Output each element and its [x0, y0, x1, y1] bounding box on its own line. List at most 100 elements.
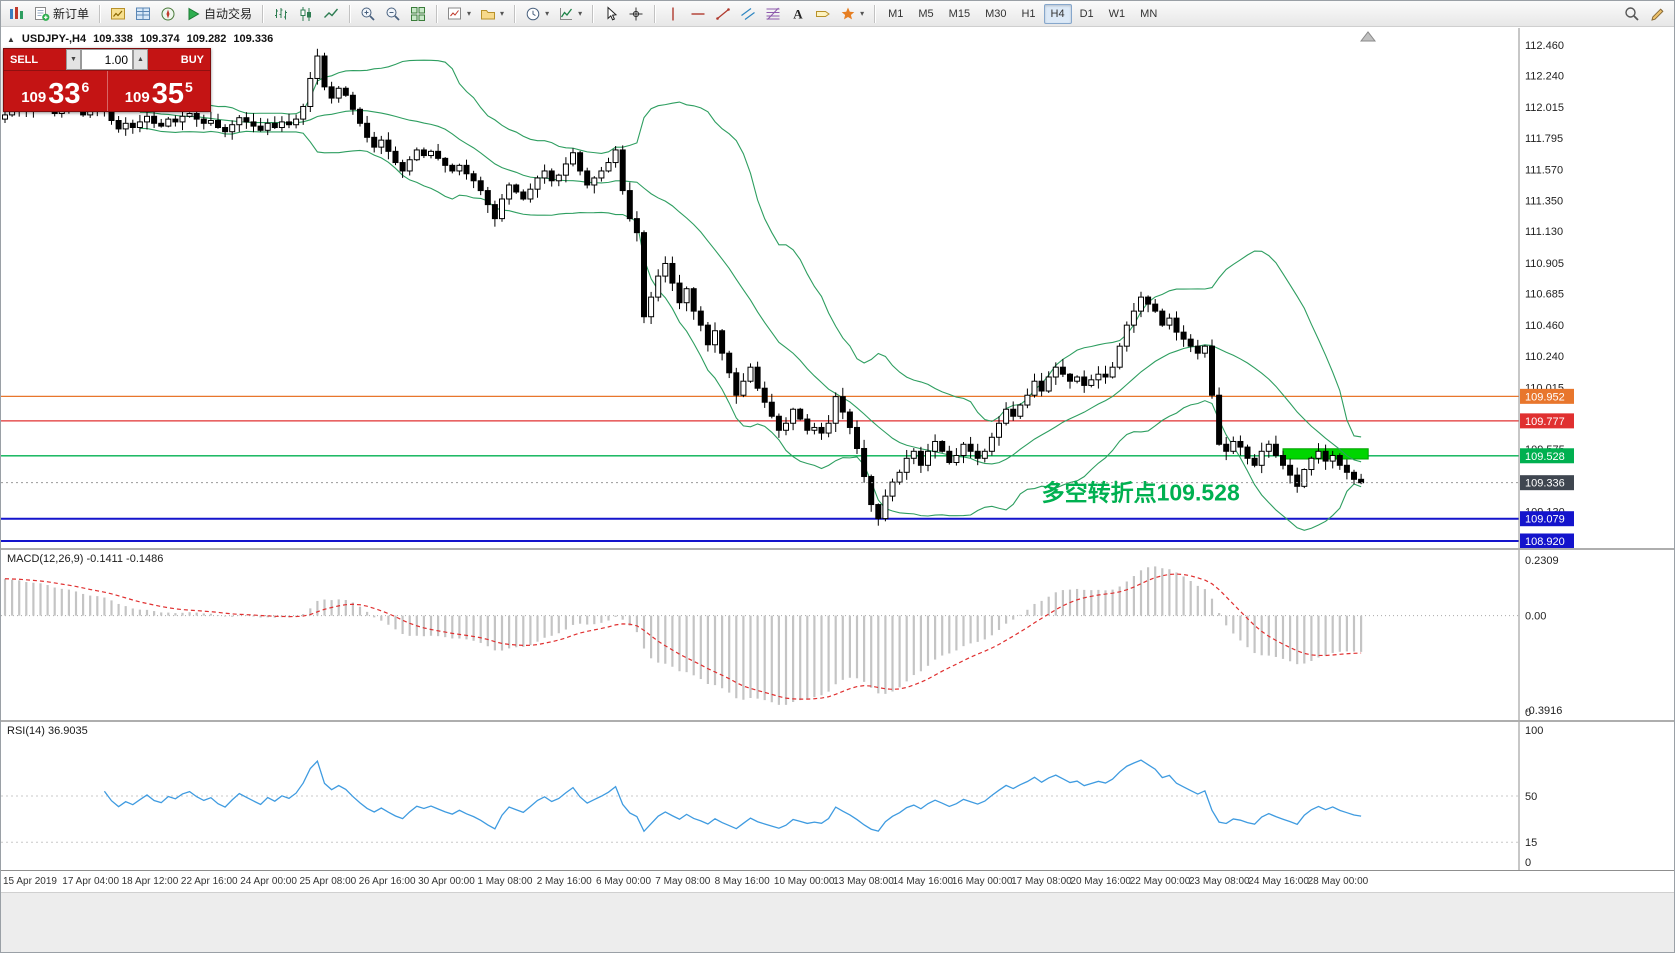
rsi-panel[interactable]: 100 50 15 0 RSI(14) 36.9035 — [1, 722, 1675, 870]
volume-decrease-button[interactable]: ▼ — [66, 49, 81, 70]
zoom-in-glyph — [361, 7, 375, 21]
chart-area: 112.460 112.240 112.015 111.795 111.570 111.3… — [1, 28, 1674, 952]
time-label: 17 May 08:00 — [1011, 876, 1072, 887]
text-button[interactable]: A — [786, 3, 810, 25]
period-button[interactable]: ▾ — [521, 3, 553, 25]
svg-text:108.920: 108.920 — [1525, 536, 1565, 548]
main-chart-panel[interactable]: 112.460 112.240 112.015 111.795 111.570 111.3… — [1, 28, 1675, 548]
magnifier-glyph — [1625, 6, 1639, 21]
price-label-109.777: 109.777 — [1520, 413, 1574, 429]
new-chart-button-dropdown-caret[interactable]: ▾ — [467, 9, 472, 18]
navigator-button[interactable] — [156, 3, 180, 25]
text-label-button[interactable] — [811, 3, 835, 25]
crosshair-glyph — [629, 7, 643, 20]
toolbar: 新订单 自动交易 ▾ ▾ ▾ ▾ A ▾ M1 M5 M15 M30 H1 H4 D1 W1 MN — [1, 1, 1674, 27]
cursor-button[interactable] — [599, 3, 623, 25]
time-label: 15 Apr 2019 — [3, 876, 57, 887]
timeframe-D1[interactable]: D1 — [1079, 7, 1094, 20]
timeframe-H1[interactable]: H1 — [1021, 7, 1036, 20]
svg-text:A: A — [793, 6, 803, 21]
market-watch-glyph — [111, 7, 126, 19]
app-icon[interactable] — [5, 3, 29, 25]
new-chart-button[interactable]: ▾ — [443, 3, 475, 25]
time-label: 22 Apr 16:00 — [180, 876, 238, 887]
channel-button[interactable] — [736, 3, 760, 25]
market-watch-button[interactable] — [106, 3, 130, 25]
svg-text:111.570: 111.570 — [1525, 165, 1563, 177]
timeframe-H4[interactable]: H4 — [1043, 3, 1072, 24]
candlestick-chart-button[interactable] — [294, 3, 318, 25]
new-chart-glyph — [448, 7, 462, 19]
timeframe-M1[interactable]: M1 — [888, 7, 904, 20]
bar-chart-button[interactable] — [269, 3, 293, 25]
svg-text:109.528: 109.528 — [1525, 451, 1565, 463]
time-label: 10 May 00:00 — [773, 876, 835, 887]
rsi-canvas[interactable]: 100 50 15 0 — [1, 722, 1675, 870]
volume-input[interactable] — [81, 49, 133, 70]
svg-text:50: 50 — [1525, 791, 1537, 803]
search-icon[interactable] — [1620, 3, 1644, 25]
sell-price[interactable]: 109 33 6 — [21, 77, 90, 110]
trendline-button[interactable] — [711, 3, 735, 25]
time-label: 25 Apr 08:00 — [299, 876, 357, 887]
vertical-line-button[interactable] — [661, 3, 685, 25]
volume-increase-button[interactable]: ▲ — [133, 49, 148, 70]
time-label: 6 May 00:00 — [596, 876, 652, 887]
timeframe-M5[interactable]: M5 — [918, 7, 934, 20]
toolbar-right — [1620, 3, 1670, 25]
indicators-glyph — [560, 7, 573, 20]
svg-text:111.350: 111.350 — [1525, 195, 1563, 207]
main-chart-canvas[interactable]: 112.460 112.240 112.015 111.795 111.570 111.3… — [1, 28, 1675, 548]
quick-edit-icon[interactable] — [1646, 3, 1670, 25]
profiles-button[interactable]: ▾ — [476, 3, 508, 25]
time-label: 7 May 08:00 — [655, 876, 711, 887]
shapes-button[interactable]: ▾ — [836, 3, 868, 25]
collapse-icon[interactable]: ▲ — [7, 34, 15, 44]
period-button-dropdown-caret[interactable]: ▾ — [545, 9, 550, 18]
buy-price[interactable]: 109 35 5 — [124, 77, 193, 110]
rsi-scale[interactable]: 100 50 15 0 — [1525, 725, 1543, 869]
svg-text:109.336: 109.336 — [1525, 478, 1565, 490]
tile-glyph — [411, 6, 426, 21]
trendline-glyph — [716, 7, 730, 20]
macd-panel[interactable]: 0.2309 0.00 -0.3916 0 MACD(12,26,9) -0.1411… — [1, 550, 1675, 720]
line-chart-button[interactable] — [319, 3, 343, 25]
fibonacci-button[interactable] — [761, 3, 785, 25]
autotrading-button[interactable]: 自动交易 — [181, 2, 256, 25]
time-axis[interactable]: 15 Apr 2019 17 Apr 04:00 18 Apr 12:00 22 Ap… — [1, 870, 1674, 893]
chart-shift-marker[interactable] — [1359, 31, 1377, 42]
timeframe-W1[interactable]: W1 — [1108, 7, 1126, 20]
tile-windows-button[interactable] — [406, 3, 430, 25]
zoom-out-glyph — [386, 7, 400, 21]
profiles-button-dropdown-caret[interactable]: ▾ — [500, 9, 505, 18]
shapes-button-dropdown-caret[interactable]: ▾ — [860, 9, 865, 18]
sell-button[interactable]: SELL — [10, 53, 39, 66]
data-window-button[interactable] — [131, 3, 155, 25]
app-glyph — [10, 6, 23, 19]
line-chart-glyph — [324, 8, 339, 18]
timeframe-MN[interactable]: MN — [1140, 7, 1158, 20]
indicators-button-dropdown-caret[interactable]: ▾ — [578, 9, 583, 18]
price-label-109.079: 109.079 — [1520, 511, 1574, 527]
annotation-text[interactable]: 多空转折点109.528 — [1042, 479, 1240, 505]
bottom-strip — [1, 892, 1674, 952]
buy-button[interactable]: BUY — [180, 53, 204, 66]
svg-text:0: 0 — [1525, 707, 1531, 719]
horizontal-line-button[interactable] — [686, 3, 710, 25]
indicators-button[interactable]: ▾ — [554, 3, 586, 25]
timeframe-M30[interactable]: M30 — [985, 7, 1007, 20]
bars-chart-glyph — [275, 7, 288, 19]
new-order-button[interactable]: 新订单 — [30, 2, 93, 25]
timeframe-M15[interactable]: M15 — [948, 7, 971, 20]
toolbar-separator — [436, 4, 438, 23]
crosshair-button[interactable] — [624, 3, 648, 25]
macd-label: MACD(12,26,9) -0.1411 -0.1486 — [7, 553, 164, 565]
candles — [2, 48, 1365, 526]
zoom-out-button[interactable] — [381, 3, 405, 25]
zoom-in-button[interactable] — [356, 3, 380, 25]
time-label: 14 May 16:00 — [892, 876, 954, 887]
price-scale[interactable]: 112.460 112.240 112.015 111.795 111.570 111.3… — [1525, 40, 1565, 519]
